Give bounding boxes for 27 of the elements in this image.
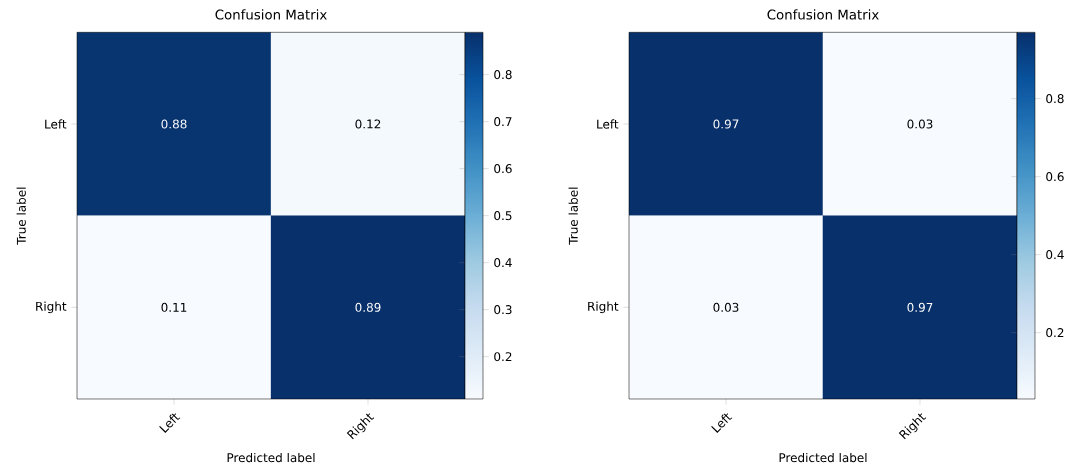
color-bar-label: 0.4: [494, 258, 512, 268]
data-label: 0.89: [355, 302, 381, 312]
x-tick-label: Left: [711, 413, 733, 433]
color-bar-label: 0.6: [1046, 172, 1064, 182]
data-label: 0.11: [161, 302, 187, 312]
y-axis-title: True label: [568, 187, 578, 245]
color-bar-label: 0.3: [494, 305, 512, 315]
color-bar-label: 0.4: [1046, 250, 1064, 260]
data-label: 0.03: [713, 302, 739, 312]
data-label: 0.97: [713, 119, 739, 129]
x-axis-title: Predicted label: [779, 452, 867, 463]
x-axis-title: Predicted label: [227, 452, 315, 463]
data-label: 0.03: [907, 119, 933, 129]
chart-title: Confusion Matrix: [215, 9, 327, 20]
color-bar-label: 0.2: [494, 352, 512, 362]
color-bar-label: 0.7: [494, 117, 512, 127]
y-axis-title: True label: [16, 187, 26, 245]
color-bar-label: 0.5: [494, 211, 512, 221]
data-label: 0.97: [907, 302, 933, 312]
color-bar-label: 0.2: [1046, 328, 1064, 338]
data-label: 0.88: [161, 119, 187, 129]
color-bar-label: 0.6: [494, 164, 512, 174]
data-label: 0.12: [355, 119, 381, 129]
x-tick-label: Left: [159, 413, 181, 433]
color-bar-label: 0.8: [494, 70, 512, 80]
color-bar-label: 0.8: [1046, 94, 1064, 104]
chart-title: Confusion Matrix: [767, 9, 879, 20]
